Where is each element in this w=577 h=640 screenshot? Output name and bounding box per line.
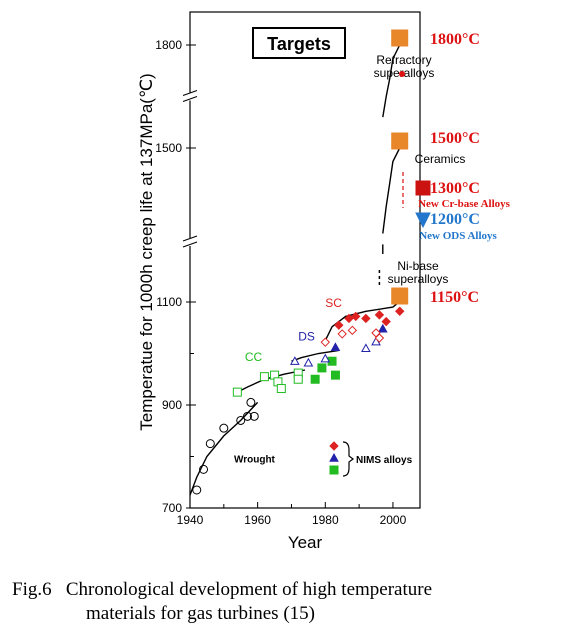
axis-break-mask [184,238,196,246]
x-axis-title: Year [288,533,323,552]
target-marker [415,212,431,229]
data-point [377,323,388,333]
chart-svg: 700 900 1100 1500 1800 1940 1960 1980 2000 Year Te… [137,11,511,552]
target-marker [415,180,431,196]
data-point [205,439,215,449]
data-point [374,333,385,343]
x-tick-label: 1940 [177,513,204,527]
trend-curve [382,44,401,118]
target-dot [399,71,405,77]
trend-curve [382,147,401,234]
target-text: superalloys [388,272,449,286]
data-point [361,343,371,353]
data-point [330,370,340,380]
axis-break-mask [184,92,196,101]
data-point [290,356,300,365]
y-axis-title: Temperatue for 1000h creep life at 137MP… [137,73,156,430]
data-point [199,464,209,474]
target-temp-label: 1150°C [430,289,479,306]
target-marker [391,29,409,47]
data-point [381,316,391,327]
data-point [394,306,405,316]
target-temp-label: 1500°C [430,130,480,147]
legend-label: NIMS alloys [356,455,413,466]
caption-line-2: materials for gas turbines (15) [86,603,315,624]
data-point [293,374,303,384]
data-point [232,387,242,397]
data-point [192,485,202,495]
data-point [317,363,327,373]
axis-break-mark [182,241,198,248]
series-label-ds: DS [298,330,315,344]
data-point [320,353,331,363]
series-label-cc: CC [245,350,263,364]
chart-title: Targets [267,34,331,54]
trend-curve [189,401,259,496]
legend-marker-triangle [329,452,339,462]
data-point [347,325,358,336]
y-tick-label: 1800 [155,38,182,52]
y-tick-label: 1100 [156,295,182,309]
legend-marker-diamond [329,441,339,451]
series-label-wrought: Wrought [234,455,276,466]
data-point [320,337,331,347]
data-point [276,384,286,394]
target-marker [391,132,409,150]
data-point [334,320,344,330]
axis-break-mark [182,235,198,242]
y-tick-label: 700 [162,501,182,515]
y-tick-label: 900 [162,398,182,412]
target-temp-label: 1300°C [430,180,480,197]
chart: 700 900 1100 1500 1800 1940 1960 1980 2000 Year Te… [137,11,511,552]
data-point [310,374,320,384]
data-point [361,313,371,324]
target-text: New ODS Alloys [419,230,497,242]
series-label-sc: SC [325,296,342,310]
data-point [337,329,347,339]
data-point [236,415,246,425]
data-point [330,342,341,352]
legend-marker-square [329,465,339,475]
target-text: Ni-base [397,259,439,273]
x-tick-label: 1960 [244,513,271,527]
x-tick-label: 2000 [380,513,407,527]
data-point [303,357,314,367]
target-text: New Cr-base Alloys [418,198,511,210]
data-point [246,397,256,407]
plot-frame [189,11,421,509]
data-point [249,411,259,421]
legend-brace [342,441,354,477]
target-marker [391,287,409,305]
caption-line-1: Fig.6 Chronological development of high … [12,579,433,600]
axis-break-mark [182,90,198,96]
data-point [243,411,252,421]
y-tick-label: 1500 [155,141,182,155]
chart-title-box: Targets [252,27,346,59]
target-temp-label: 1200°C [430,211,480,228]
axis-break-mark [182,96,198,102]
data-point [219,423,229,433]
data-point [374,310,385,320]
target-text: Refractory [376,53,431,67]
data-point [351,311,361,322]
data-point [344,313,354,324]
target-text: Ceramics [415,152,466,166]
target-temp-label: 1800°C [430,31,480,48]
data-point [259,372,269,382]
title-frame [252,27,346,59]
x-tick-label: 1980 [312,513,339,527]
